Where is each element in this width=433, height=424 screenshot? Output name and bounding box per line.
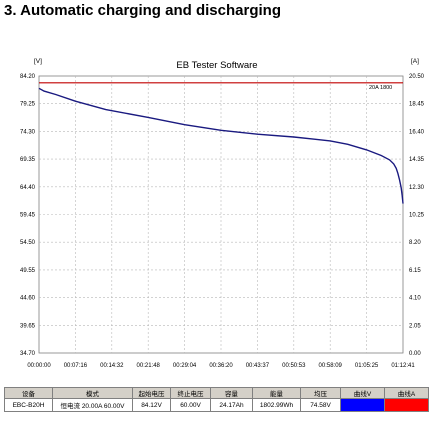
value-avg-voltage: 74.58V [300,398,341,412]
header-capacity: 容量 [210,387,253,399]
y2-tick-label: 18.45 [409,102,425,108]
x-tick-label: 00:58:09 [319,363,343,369]
right-axis-unit: [A] [411,58,419,65]
value-start-voltage: 84.12V [132,398,171,412]
y-tick-label: 74.30 [20,129,36,135]
curve-a-color-swatch[interactable] [384,398,429,412]
value-energy: 1802.99Wh [252,398,301,412]
y-tick-label: 54.50 [20,240,36,246]
y-tick-label: 84.20 [20,74,36,80]
header-avg-voltage: 均压 [300,387,341,399]
header-end-voltage: 终止电压 [170,387,211,399]
page-heading: 3. Automatic charging and discharging [4,2,281,19]
curve-v-color-swatch[interactable] [340,398,385,412]
y2-tick-label: 12.30 [409,185,425,191]
x-tick-label: 00:21:48 [137,363,161,369]
x-tick-label: 00:50:53 [282,363,306,369]
header-energy: 能量 [252,387,301,399]
value-mode: 恒电流 20.00A 60.00V [52,398,133,412]
series-layer [38,82,404,204]
value-end-voltage: 60.00V [170,398,211,412]
summary-header-row: 设备 模式 起始电压 终止电压 容量 能量 均压 曲线V 曲线A [4,387,429,399]
x-tick-label: 00:00:00 [27,363,51,369]
y2-tick-label: 8.20 [409,240,421,246]
y2-tick-label: 10.25 [409,213,425,219]
header-mode: 模式 [52,387,133,399]
discharge-chart: 84.20 20.50 79.25 18.45 74.30 16.40 69.35 14.35… [20,74,425,369]
header-curve-a: 曲线A [384,387,429,399]
summary-table: 设备 模式 起始电压 终止电压 容量 能量 均压 曲线V 曲线A EBC-B20… [4,387,429,412]
y2-tick-label: 14.35 [409,157,425,163]
grid-layer [39,76,403,353]
y2-tick-label: 20.50 [409,74,425,80]
x-tick-label: 00:14:32 [100,363,124,369]
x-tick-label: 00:36:20 [209,363,233,369]
voltage-series-line [38,87,404,204]
x-tick-label: 01:12:41 [391,363,415,369]
value-device: EBC-B20H [4,398,53,412]
y2-tick-label: 6.15 [409,268,421,274]
window-title: EB Tester Software [176,60,258,71]
header-device: 设备 [4,387,53,399]
y-tick-label: 69.35 [20,157,36,163]
y2-tick-label: 16.40 [409,129,425,135]
left-axis-unit: [V] [34,58,42,65]
header-start-voltage: 起始电压 [132,387,171,399]
y2-tick-label: 2.05 [409,323,421,329]
y-tick-label: 79.25 [20,102,36,108]
x-tick-label: 01:05:25 [355,363,379,369]
header-curve-v: 曲线V [340,387,385,399]
current-marker-label: 20A 1800 [369,85,392,91]
x-tick-label: 00:07:16 [64,363,88,369]
y-tick-label: 34.70 [20,351,36,357]
y2-tick-label: 0.00 [409,351,421,357]
eb-tester-window: EB Tester Software [V] [A] 84.20 20.50 79.… [3,52,431,384]
x-tick-label: 00:43:37 [246,363,270,369]
y-tick-label: 49.55 [20,268,36,274]
summary-value-row: EBC-B20H 恒电流 20.00A 60.00V 84.12V 60.00V… [4,398,429,412]
y-tick-label: 64.40 [20,185,36,191]
value-capacity: 24.17Ah [210,398,253,412]
y-tick-label: 44.60 [20,296,36,302]
tick-layer: 84.20 20.50 79.25 18.45 74.30 16.40 69.35 14.35… [20,74,425,369]
x-tick-label: 00:29:04 [173,363,197,369]
y-tick-label: 59.45 [20,213,36,219]
y-tick-label: 39.65 [20,323,36,329]
y2-tick-label: 4.10 [409,296,421,302]
